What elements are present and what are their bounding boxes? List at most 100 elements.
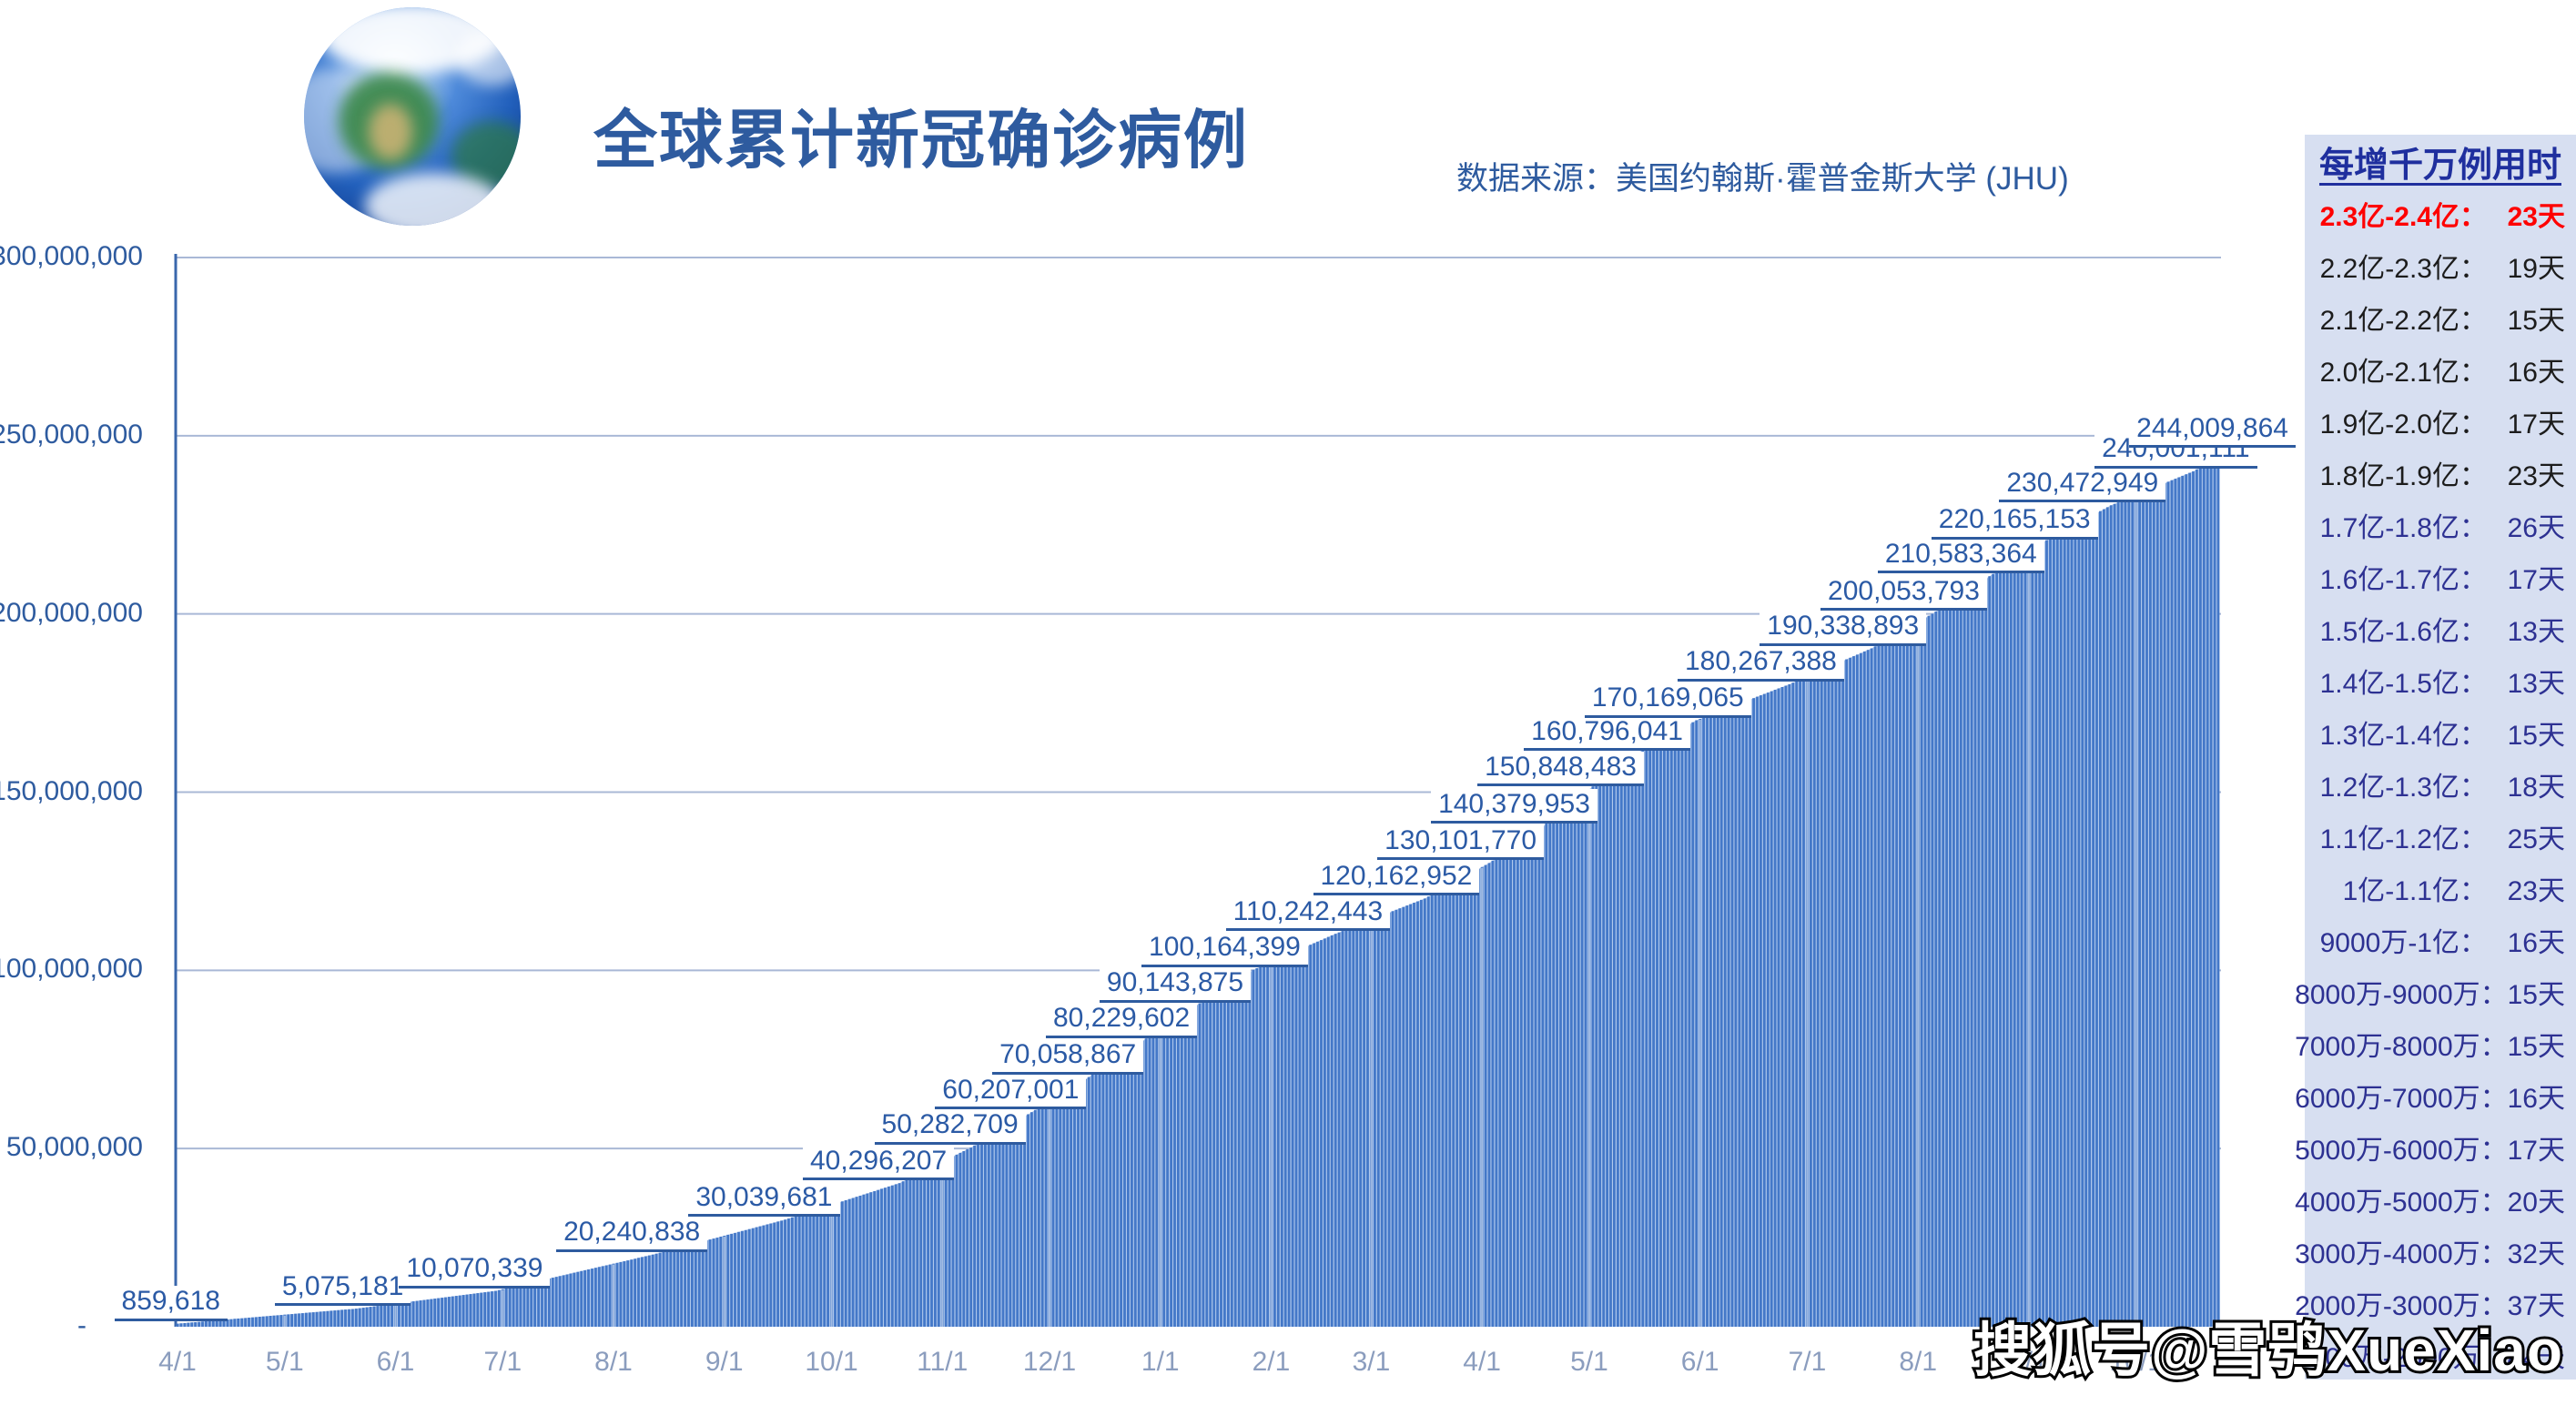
pace-row: 7000万-8000万： 15天 (2295, 1017, 2576, 1069)
pace-days-value: 16天 (2507, 927, 2565, 958)
pace-days-value: 15天 (2507, 979, 2565, 1010)
pace-row: 1.8亿-1.9亿： 23天 (2305, 447, 2576, 499)
pace-range-label: 2.2亿-2.3亿 (2319, 253, 2459, 284)
pace-row: 8000万-9000万： 15天 (2295, 965, 2576, 1017)
pace-range-label: 1.1亿-1.2亿 (2319, 824, 2459, 854)
pace-row: 1000万-2000万： 44天 (2295, 1329, 2576, 1380)
pace-row: 4000万-5000万： 20天 (2295, 1173, 2576, 1225)
pace-days-value: 20天 (2507, 1187, 2565, 1218)
earth-globe-image (304, 7, 521, 226)
pace-days-value: 26天 (2507, 512, 2565, 543)
pace-row: 1.1亿-1.2亿： 25天 (2305, 810, 2576, 862)
pace-row: 1.9亿-2.0亿： 17天 (2305, 395, 2576, 447)
pace-colon: ： (2480, 979, 2508, 1010)
globe-cloud-decoration (364, 173, 503, 226)
pace-colon: ： (2459, 668, 2487, 699)
pace-range-label: 2.3亿-2.4亿 (2319, 201, 2459, 232)
pace-range-label: 1.6亿-1.7亿 (2319, 564, 2459, 595)
pace-colon: ： (2459, 253, 2487, 284)
pace-days-value: 19天 (2507, 253, 2565, 284)
pace-colon: ： (2480, 1290, 2508, 1321)
pace-days-value: 17天 (2507, 1135, 2565, 1166)
pace-row: 3000万-4000万： 32天 (2295, 1225, 2576, 1277)
pace-colon: ： (2459, 564, 2487, 595)
pace-days-value: 16天 (2507, 357, 2565, 388)
pace-row: 1.7亿-1.8亿： 26天 (2305, 499, 2576, 551)
pace-colon: ： (2459, 460, 2487, 491)
pace-range-label: 1.7亿-1.8亿 (2319, 512, 2459, 543)
pace-colon: ： (2459, 512, 2487, 543)
pace-range-label: 1.9亿-2.0亿 (2319, 409, 2459, 440)
pace-row: 1.3亿-1.4亿： 15天 (2305, 706, 2576, 758)
pace-days-value: 15天 (2507, 1031, 2565, 1062)
pace-days-value: 13天 (2507, 616, 2565, 647)
pace-row: 9000万-1亿： 16天 (2305, 914, 2576, 965)
pace-days-value: 25天 (2507, 824, 2565, 854)
pace-colon: ： (2459, 357, 2487, 388)
pace-days-value: 32天 (2507, 1238, 2565, 1269)
milestone-pace-title: 每增千万例用时 (2318, 146, 2561, 185)
pace-range-label: 1.2亿-1.3亿 (2319, 772, 2459, 803)
pace-colon: ： (2480, 1083, 2508, 1114)
pace-colon: ： (2459, 875, 2487, 906)
pace-colon: ： (2459, 824, 2487, 854)
milestone-pace-panel: 每增千万例用时 2.3亿-2.4亿： 23天 2.2亿-2.3亿： 19天 2.1亿-2… (2295, 135, 2576, 1380)
pace-row: 1.5亿-1.6亿： 13天 (2305, 602, 2576, 654)
pace-days-value: 17天 (2507, 564, 2565, 595)
pace-days-value: 15天 (2507, 720, 2565, 751)
pace-colon: ： (2480, 1187, 2508, 1218)
pace-range-label: 9000万-1亿 (2319, 927, 2459, 958)
pace-colon: ： (2459, 409, 2487, 440)
pace-row: 1.4亿-1.5亿： 13天 (2305, 654, 2576, 706)
pace-colon: ： (2459, 927, 2487, 958)
pace-row: 2.2亿-2.3亿： 19天 (2305, 239, 2576, 291)
pace-days-value: 13天 (2507, 668, 2565, 699)
globe-landmass-decoration (369, 103, 412, 160)
pace-days-value: 23天 (2507, 875, 2565, 906)
pace-range-label: 2.1亿-2.2亿 (2319, 305, 2459, 336)
pace-colon: ： (2480, 1031, 2508, 1062)
page-title: 全球累计新冠确诊病例 (593, 105, 1249, 176)
globe-cloud-decoration (455, 29, 521, 86)
pace-range-label: 1.8亿-1.9亿 (2319, 460, 2459, 491)
pace-colon: ： (2459, 720, 2487, 751)
pace-range-label: 8000万-9000万 (2295, 979, 2480, 1010)
pace-range-label: 7000万-8000万 (2295, 1031, 2480, 1062)
pace-days-value: 23天 (2507, 460, 2565, 491)
pace-colon: ： (2459, 201, 2487, 232)
pace-range-label: 3000万-4000万 (2295, 1238, 2480, 1269)
data-source-caption: 数据来源：美国约翰斯·霍普金斯大学 (JHU) (1456, 161, 2069, 197)
pace-row: 1.6亿-1.7亿： 17天 (2305, 551, 2576, 602)
pace-days-value: 18天 (2507, 772, 2565, 803)
pace-row: 1.2亿-1.3亿： 18天 (2305, 758, 2576, 810)
pace-colon: ： (2459, 772, 2487, 803)
pace-colon: ： (2480, 1342, 2508, 1373)
pace-days-value: 17天 (2507, 409, 2565, 440)
pace-range-label: 6000万-7000万 (2295, 1083, 2480, 1114)
pace-row: 1亿-1.1亿： 23天 (2305, 862, 2576, 914)
pace-days-value: 44天 (2507, 1342, 2565, 1373)
pace-row: 2.0亿-2.1亿： 16天 (2305, 343, 2576, 395)
pace-row: 2.3亿-2.4亿： 23天 (2305, 187, 2576, 239)
pace-days-value: 37天 (2507, 1290, 2565, 1321)
pace-days-value: 23天 (2507, 201, 2565, 232)
pace-range-label: 1.5亿-1.6亿 (2319, 616, 2459, 647)
pace-range-label: 1亿-1.1亿 (2342, 875, 2459, 906)
pace-colon: ： (2459, 305, 2487, 336)
milestone-pace-list: 2.3亿-2.4亿： 23天 2.2亿-2.3亿： 19天 2.1亿-2.2亿： 15天 2… (2295, 187, 2576, 1380)
pace-range-label: 1.4亿-1.5亿 (2319, 668, 2459, 699)
pace-colon: ： (2480, 1238, 2508, 1269)
pace-days-value: 16天 (2507, 1083, 2565, 1114)
pace-days-value: 15天 (2507, 305, 2565, 336)
pace-row: 5000万-6000万： 17天 (2295, 1121, 2576, 1173)
pace-range-label: 4000万-5000万 (2295, 1187, 2480, 1218)
pace-colon: ： (2480, 1135, 2508, 1166)
pace-row: 2000万-3000万： 37天 (2295, 1277, 2576, 1329)
pace-range-label: 1.3亿-1.4亿 (2319, 720, 2459, 751)
pace-range-label: 2.0亿-2.1亿 (2319, 357, 2459, 388)
pace-row: 2.1亿-2.2亿： 15天 (2305, 291, 2576, 343)
pace-range-label: 2000万-3000万 (2295, 1290, 2480, 1321)
pace-range-label: 1000万-2000万 (2295, 1342, 2480, 1373)
